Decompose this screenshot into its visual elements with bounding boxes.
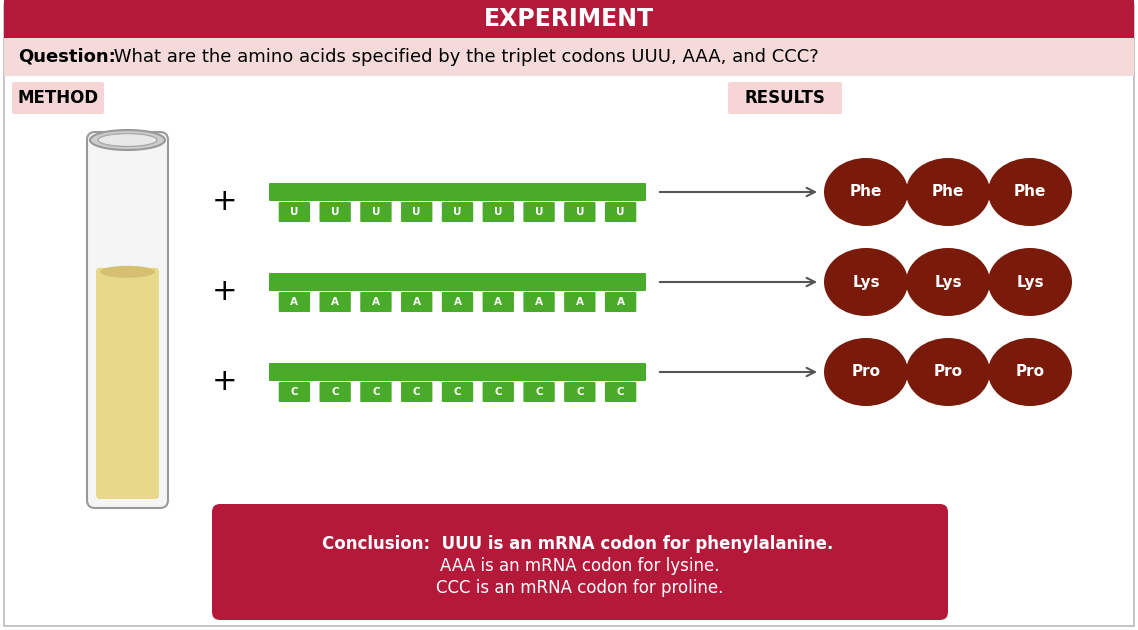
Text: What are the amino acids specified by the triplet codons UUU, AAA, and CCC?: What are the amino acids specified by th… [108,48,818,66]
Text: U: U [617,207,625,217]
FancyBboxPatch shape [320,292,351,312]
Text: Pro: Pro [851,365,881,379]
Ellipse shape [90,130,165,150]
FancyBboxPatch shape [361,292,391,312]
FancyBboxPatch shape [483,382,514,402]
FancyBboxPatch shape [442,292,473,312]
Text: Conclusion:  UUU is an mRNA codon for phenylalanine.: Conclusion: UUU is an mRNA codon for phe… [322,536,834,553]
Bar [5,38,1133,76]
FancyBboxPatch shape [442,202,473,222]
Text: C: C [617,387,625,397]
FancyBboxPatch shape [605,202,636,222]
Text: RESULTS: RESULTS [744,89,825,107]
Ellipse shape [906,338,990,406]
Text: Lys: Lys [934,275,962,290]
Text: Pro: Pro [933,365,963,379]
FancyBboxPatch shape [361,202,391,222]
FancyBboxPatch shape [13,82,104,114]
Text: A: A [617,297,625,307]
FancyBboxPatch shape [564,202,595,222]
Text: A: A [331,297,339,307]
Ellipse shape [906,248,990,316]
Ellipse shape [824,248,908,316]
FancyBboxPatch shape [320,382,351,402]
Text: U: U [331,207,339,217]
Ellipse shape [906,158,990,226]
FancyBboxPatch shape [728,82,842,114]
Text: +: + [212,367,238,396]
Text: METHOD: METHOD [17,89,99,107]
FancyBboxPatch shape [605,382,636,402]
Text: EXPERIMENT: EXPERIMENT [484,7,654,31]
Ellipse shape [988,338,1072,406]
FancyBboxPatch shape [401,382,432,402]
FancyBboxPatch shape [320,202,351,222]
FancyBboxPatch shape [279,382,310,402]
Text: Question:: Question: [18,48,116,66]
FancyBboxPatch shape [86,132,168,508]
FancyBboxPatch shape [401,292,432,312]
FancyBboxPatch shape [5,4,1133,626]
Text: Pro: Pro [1015,365,1045,379]
Ellipse shape [824,158,908,226]
Text: C: C [454,387,461,397]
Text: A: A [576,297,584,307]
Text: AAA is an mRNA codon for lysine.: AAA is an mRNA codon for lysine. [440,558,719,575]
Text: A: A [372,297,380,307]
Text: C: C [372,387,380,397]
Text: C: C [290,387,298,397]
FancyBboxPatch shape [96,268,159,499]
FancyBboxPatch shape [483,292,514,312]
Text: A: A [494,297,502,307]
FancyBboxPatch shape [483,202,514,222]
Text: U: U [290,207,298,217]
Text: U: U [453,207,462,217]
Text: Lys: Lys [1016,275,1044,290]
FancyBboxPatch shape [605,292,636,312]
Text: +: + [212,186,238,215]
Text: A: A [454,297,462,307]
FancyBboxPatch shape [269,183,646,201]
Text: U: U [535,207,543,217]
Text: C: C [576,387,584,397]
Text: Lys: Lys [852,275,880,290]
Ellipse shape [824,338,908,406]
FancyBboxPatch shape [361,382,391,402]
Text: A: A [290,297,298,307]
Text: +: + [212,277,238,306]
Text: A: A [413,297,421,307]
FancyBboxPatch shape [269,363,646,381]
Text: C: C [331,387,339,397]
Ellipse shape [988,158,1072,226]
FancyBboxPatch shape [523,292,554,312]
FancyBboxPatch shape [523,202,554,222]
Text: C: C [535,387,543,397]
Text: U: U [372,207,380,217]
Text: U: U [412,207,421,217]
Ellipse shape [98,134,157,147]
FancyBboxPatch shape [212,504,948,620]
FancyBboxPatch shape [269,273,646,291]
Text: U: U [494,207,503,217]
Text: Phe: Phe [932,185,964,200]
FancyBboxPatch shape [401,202,432,222]
Text: C: C [413,387,421,397]
Text: A: A [535,297,543,307]
FancyBboxPatch shape [279,202,310,222]
Text: Phe: Phe [850,185,882,200]
Text: C: C [495,387,502,397]
FancyBboxPatch shape [523,382,554,402]
FancyBboxPatch shape [442,382,473,402]
Ellipse shape [988,248,1072,316]
Text: Phe: Phe [1014,185,1046,200]
Text: CCC is an mRNA codon for proline.: CCC is an mRNA codon for proline. [436,580,724,597]
Bar [5,0,1133,38]
Ellipse shape [100,266,155,278]
FancyBboxPatch shape [564,382,595,402]
FancyBboxPatch shape [564,292,595,312]
FancyBboxPatch shape [279,292,310,312]
Text: U: U [576,207,584,217]
